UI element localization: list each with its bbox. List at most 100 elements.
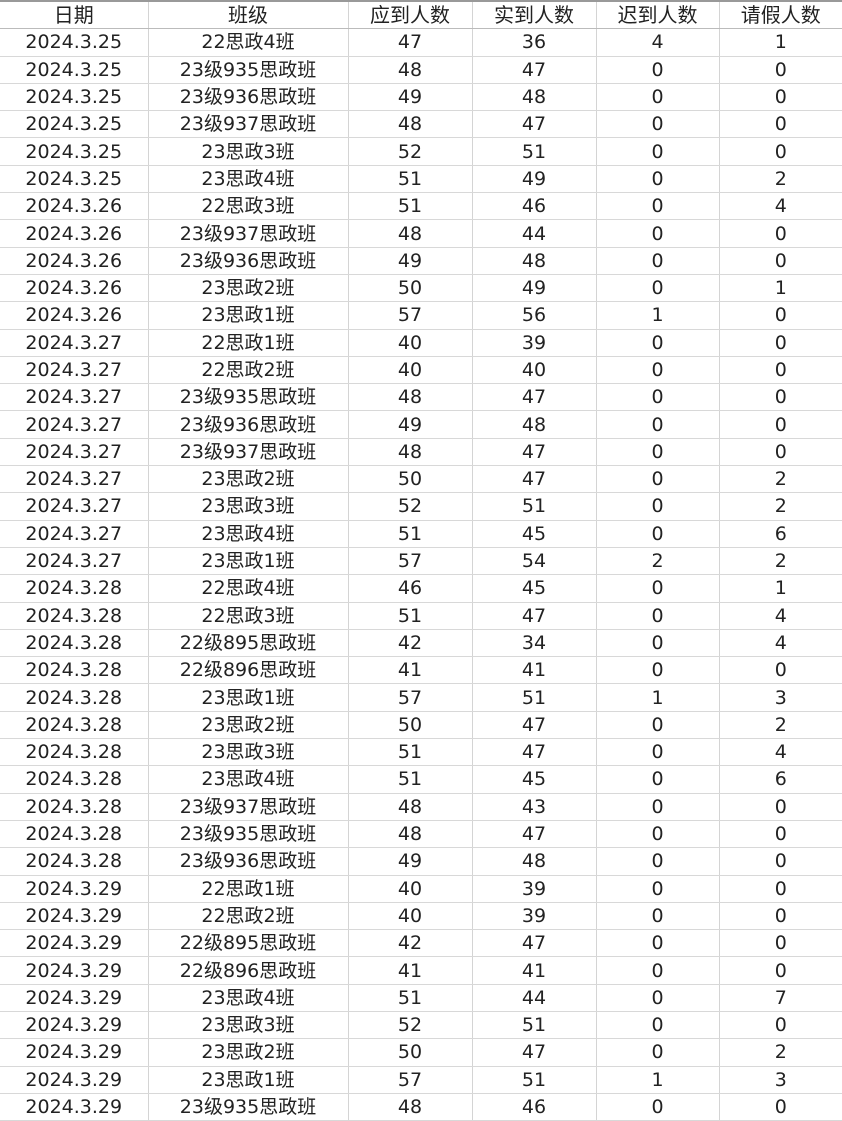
- cell-class[interactable]: 23思政2班: [148, 1038, 349, 1067]
- cell-late[interactable]: 0: [596, 793, 720, 821]
- cell-late[interactable]: 0: [596, 192, 720, 221]
- cell-present[interactable]: 34: [472, 629, 597, 658]
- cell-expected[interactable]: 48: [348, 110, 473, 139]
- cell-leave[interactable]: 0: [719, 929, 842, 958]
- cell-present[interactable]: 39: [472, 329, 597, 357]
- cell-class[interactable]: 23级935思政班: [148, 820, 349, 849]
- header-date[interactable]: 日期: [0, 0, 149, 30]
- cell-present[interactable]: 44: [472, 219, 597, 248]
- cell-class[interactable]: 23思政3班: [148, 137, 349, 166]
- cell-leave[interactable]: 2: [719, 711, 842, 740]
- cell-leave[interactable]: 2: [719, 547, 842, 576]
- cell-late[interactable]: 0: [596, 56, 720, 84]
- header-expected[interactable]: 应到人数: [348, 0, 473, 30]
- cell-class[interactable]: 23思政4班: [148, 165, 349, 194]
- cell-late[interactable]: 0: [596, 383, 720, 412]
- cell-date[interactable]: 2024.3.26: [0, 219, 149, 248]
- cell-late[interactable]: 0: [596, 847, 720, 876]
- cell-class[interactable]: 23级936思政班: [148, 847, 349, 876]
- cell-leave[interactable]: 0: [719, 383, 842, 412]
- cell-expected[interactable]: 42: [348, 629, 473, 658]
- cell-expected[interactable]: 50: [348, 1038, 473, 1067]
- cell-late[interactable]: 0: [596, 984, 720, 1012]
- cell-class[interactable]: 23思政2班: [148, 711, 349, 740]
- cell-leave[interactable]: 0: [719, 410, 842, 439]
- cell-leave[interactable]: 0: [719, 438, 842, 467]
- cell-class[interactable]: 23思政1班: [148, 547, 349, 576]
- cell-late[interactable]: 0: [596, 410, 720, 439]
- cell-expected[interactable]: 57: [348, 1066, 473, 1094]
- cell-class[interactable]: 22思政2班: [148, 356, 349, 385]
- cell-expected[interactable]: 48: [348, 1093, 473, 1121]
- cell-leave[interactable]: 4: [719, 629, 842, 658]
- cell-expected[interactable]: 52: [348, 1011, 473, 1040]
- cell-leave[interactable]: 0: [719, 329, 842, 357]
- cell-late[interactable]: 0: [596, 820, 720, 849]
- cell-date[interactable]: 2024.3.25: [0, 165, 149, 194]
- cell-class[interactable]: 22思政4班: [148, 574, 349, 603]
- cell-leave[interactable]: 0: [719, 1011, 842, 1040]
- cell-class[interactable]: 23级937思政班: [148, 793, 349, 821]
- cell-date[interactable]: 2024.3.27: [0, 492, 149, 521]
- cell-present[interactable]: 51: [472, 683, 597, 712]
- cell-present[interactable]: 40: [472, 356, 597, 385]
- cell-present[interactable]: 47: [472, 929, 597, 958]
- cell-late[interactable]: 0: [596, 165, 720, 194]
- cell-class[interactable]: 23思政4班: [148, 765, 349, 794]
- cell-date[interactable]: 2024.3.29: [0, 875, 149, 903]
- cell-leave[interactable]: 2: [719, 165, 842, 194]
- cell-date[interactable]: 2024.3.25: [0, 28, 149, 57]
- cell-class[interactable]: 23思政3班: [148, 492, 349, 521]
- cell-class[interactable]: 23级935思政班: [148, 383, 349, 412]
- cell-class[interactable]: 22级895思政班: [148, 629, 349, 658]
- cell-late[interactable]: 0: [596, 738, 720, 767]
- cell-date[interactable]: 2024.3.27: [0, 465, 149, 494]
- cell-expected[interactable]: 51: [348, 192, 473, 221]
- cell-late[interactable]: 0: [596, 956, 720, 985]
- cell-date[interactable]: 2024.3.27: [0, 520, 149, 548]
- cell-late[interactable]: 0: [596, 929, 720, 958]
- cell-leave[interactable]: 0: [719, 56, 842, 84]
- cell-present[interactable]: 41: [472, 656, 597, 685]
- cell-date[interactable]: 2024.3.28: [0, 793, 149, 821]
- cell-class[interactable]: 23思政1班: [148, 683, 349, 712]
- cell-expected[interactable]: 47: [348, 28, 473, 57]
- cell-class[interactable]: 23思政1班: [148, 301, 349, 330]
- cell-class[interactable]: 22级896思政班: [148, 656, 349, 685]
- cell-present[interactable]: 47: [472, 738, 597, 767]
- cell-expected[interactable]: 40: [348, 875, 473, 903]
- cell-class[interactable]: 22思政1班: [148, 329, 349, 357]
- cell-present[interactable]: 48: [472, 83, 597, 112]
- header-leave[interactable]: 请假人数: [719, 0, 842, 30]
- cell-class[interactable]: 23级936思政班: [148, 83, 349, 112]
- cell-expected[interactable]: 49: [348, 83, 473, 112]
- cell-present[interactable]: 47: [472, 1038, 597, 1067]
- cell-expected[interactable]: 48: [348, 820, 473, 849]
- cell-date[interactable]: 2024.3.29: [0, 1066, 149, 1094]
- header-late[interactable]: 迟到人数: [596, 0, 720, 30]
- cell-late[interactable]: 0: [596, 356, 720, 385]
- cell-expected[interactable]: 50: [348, 711, 473, 740]
- cell-date[interactable]: 2024.3.28: [0, 765, 149, 794]
- cell-leave[interactable]: 6: [719, 765, 842, 794]
- cell-late[interactable]: 0: [596, 110, 720, 139]
- cell-present[interactable]: 39: [472, 875, 597, 903]
- cell-present[interactable]: 45: [472, 520, 597, 548]
- cell-present[interactable]: 51: [472, 1066, 597, 1094]
- cell-late[interactable]: 0: [596, 1011, 720, 1040]
- cell-present[interactable]: 47: [472, 110, 597, 139]
- cell-date[interactable]: 2024.3.25: [0, 56, 149, 84]
- cell-leave[interactable]: 1: [719, 574, 842, 603]
- cell-late[interactable]: 0: [596, 765, 720, 794]
- cell-expected[interactable]: 57: [348, 547, 473, 576]
- header-present[interactable]: 实到人数: [472, 0, 597, 30]
- cell-class[interactable]: 23级937思政班: [148, 110, 349, 139]
- cell-class[interactable]: 23思政2班: [148, 465, 349, 494]
- cell-present[interactable]: 47: [472, 383, 597, 412]
- cell-leave[interactable]: 2: [719, 492, 842, 521]
- cell-expected[interactable]: 40: [348, 329, 473, 357]
- cell-class[interactable]: 23思政2班: [148, 274, 349, 303]
- cell-date[interactable]: 2024.3.28: [0, 629, 149, 658]
- cell-leave[interactable]: 4: [719, 602, 842, 630]
- cell-present[interactable]: 47: [472, 56, 597, 84]
